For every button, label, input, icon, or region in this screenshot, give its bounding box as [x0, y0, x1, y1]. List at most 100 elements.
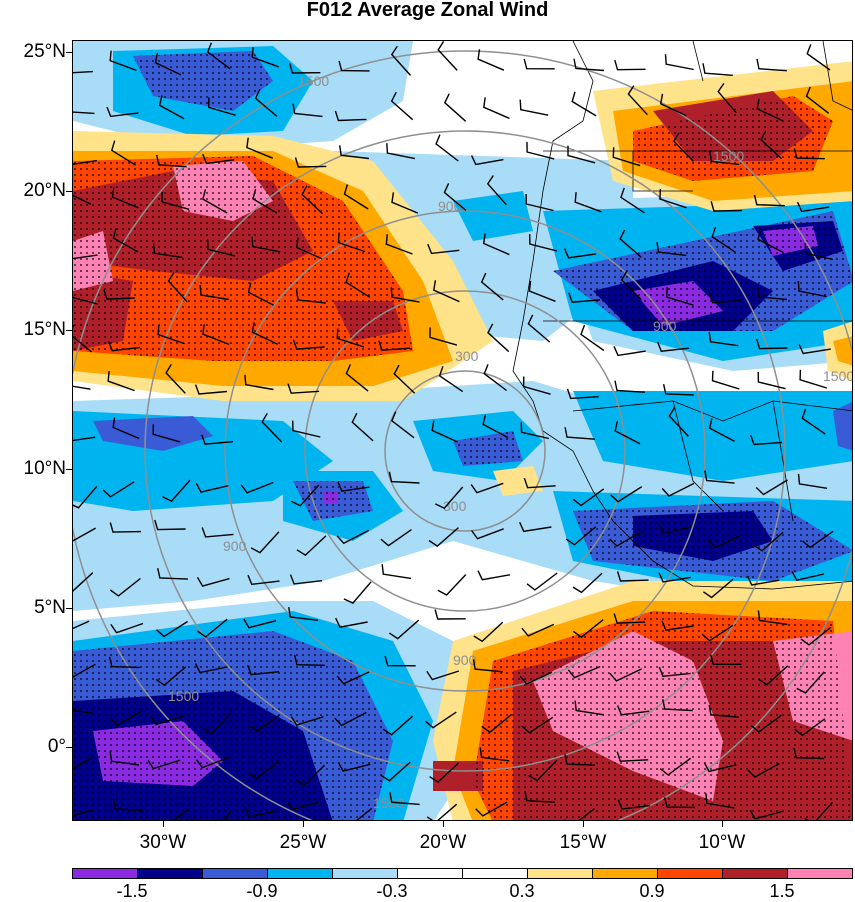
- colorbar-swatch: [463, 869, 528, 878]
- wind-barb: [563, 248, 597, 259]
- wind-barb: [710, 654, 742, 665]
- wind-barb: [438, 366, 464, 393]
- wind-barb: [797, 281, 827, 298]
- colorbar-label: -0.9: [246, 881, 278, 901]
- wind-barb: [796, 671, 825, 694]
- wind-barb: [481, 713, 513, 734]
- wind-barb: [108, 656, 140, 669]
- wind-barb: [338, 60, 370, 72]
- wind-barb: [103, 289, 135, 300]
- wind-barb: [393, 364, 416, 394]
- colorbar-swatch: [138, 869, 203, 878]
- wind-barb: [378, 340, 411, 351]
- wind-barb: [614, 420, 641, 445]
- colorbar-swatch: [73, 869, 138, 878]
- wind-barb: [202, 712, 232, 735]
- wind-barb: [527, 314, 551, 343]
- wind-barb: [73, 385, 91, 390]
- wind-barb: [471, 528, 504, 540]
- wind-barb: [749, 809, 783, 820]
- wind-barb: [620, 187, 645, 214]
- ring-label-1500: 1500: [298, 73, 329, 89]
- wind-barb: [102, 481, 135, 498]
- wind-barb: [797, 473, 828, 489]
- lat-tick: [66, 608, 72, 609]
- wind-barb: [564, 427, 595, 440]
- wind-barb: [708, 704, 739, 718]
- wind-barb: [663, 797, 696, 809]
- colorbar-swatch: [658, 869, 723, 878]
- wind-barb: [757, 610, 788, 626]
- lat-tick: [66, 191, 72, 192]
- wind-barb: [523, 477, 556, 489]
- wind-barb: [426, 670, 460, 681]
- wind-barb: [380, 761, 411, 782]
- wind-barb: [614, 59, 646, 71]
- wind-barb: [800, 626, 832, 646]
- wind-barb: [753, 531, 784, 552]
- colorbar-label: 0.9: [639, 881, 665, 901]
- wind-barb: [334, 110, 367, 122]
- wind-barb: [240, 481, 274, 494]
- wind-barb: [158, 95, 185, 120]
- lon-label-15w: 15°W: [559, 832, 607, 853]
- wind-barb: [711, 226, 736, 253]
- wind-barb: [613, 613, 646, 624]
- lon-label-10w: 10°W: [698, 832, 746, 853]
- wind-barb: [708, 534, 741, 549]
- wind-barb: [254, 88, 278, 117]
- wind-barb: [806, 44, 831, 71]
- wind-barb: [609, 531, 642, 547]
- wind-barb: [294, 157, 327, 168]
- lat-label-25n: 25°N: [23, 41, 66, 62]
- wind-barb: [73, 194, 92, 205]
- wind-barb: [796, 201, 830, 213]
- lat-tick: [66, 747, 72, 748]
- wind-barb: [165, 364, 186, 394]
- wind-barb: [705, 793, 735, 809]
- wind-barb: [519, 671, 553, 685]
- wind-barb: [482, 414, 509, 439]
- wind-barb: [656, 242, 687, 257]
- wind-barb: [666, 287, 694, 306]
- wind-barb: [477, 570, 511, 581]
- ring-label-900: 900: [438, 198, 462, 214]
- wind-barb: [147, 759, 181, 770]
- wind-barb: [572, 619, 604, 639]
- wind-barb: [568, 292, 601, 303]
- lon-label-30w: 30°W: [139, 832, 187, 853]
- wind-barb: [617, 799, 650, 810]
- wind-barb: [662, 699, 693, 712]
- lon-tick: [583, 821, 584, 827]
- wind-barb: [566, 388, 599, 400]
- wind-barb: [381, 564, 412, 580]
- wind-barb: [443, 93, 467, 122]
- coastline-borders: [512, 41, 852, 590]
- wind-barb: [708, 331, 739, 347]
- colorbar-swatch: [333, 869, 398, 878]
- wind-barb: [345, 364, 369, 392]
- wind-barb: [201, 434, 234, 445]
- wind-barb: [109, 522, 142, 533]
- wind-barb: [251, 322, 278, 345]
- wind-barb: [756, 58, 787, 72]
- wind-barb: [73, 620, 90, 630]
- wind-barb: [247, 282, 274, 306]
- wind-barb: [73, 159, 98, 165]
- colorbar-swatch: [723, 869, 788, 878]
- ring-label-300: 300: [455, 348, 479, 364]
- wind-barb: [110, 622, 144, 634]
- wind-barb: [336, 671, 370, 685]
- wind-barb: [519, 99, 549, 116]
- wind-barb: [251, 236, 281, 253]
- wind-barb: [613, 346, 646, 357]
- lon-tick: [163, 821, 164, 827]
- wind-barb: [73, 572, 94, 592]
- wind-barb: [223, 811, 232, 820]
- wind-barb: [295, 237, 323, 260]
- wind-barb: [389, 619, 420, 640]
- wind-barb: [746, 575, 780, 586]
- wind-barb: [195, 756, 229, 769]
- wind-barb: [574, 192, 602, 213]
- wind-barb: [244, 374, 274, 391]
